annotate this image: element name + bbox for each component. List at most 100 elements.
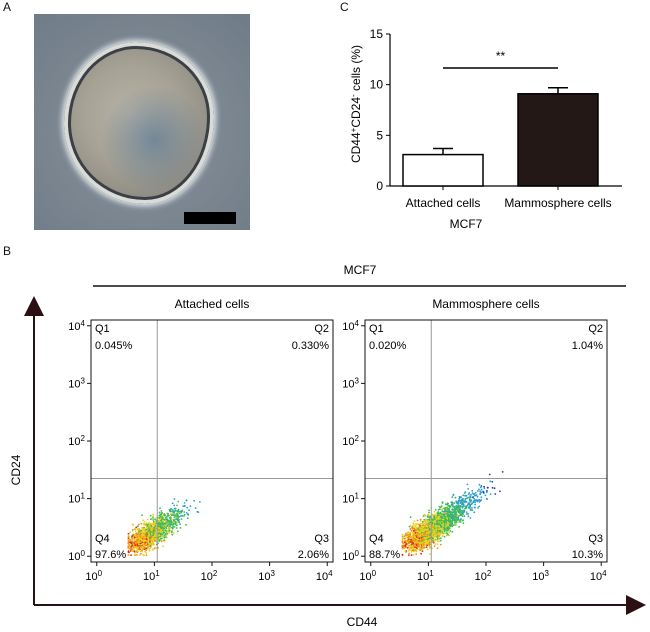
event-dot <box>165 518 168 521</box>
event-dot <box>472 496 474 499</box>
event-dot <box>451 530 454 533</box>
event-dot <box>130 554 133 556</box>
event-dot <box>421 533 423 535</box>
event-dot <box>158 511 161 514</box>
event-dot <box>164 520 167 523</box>
event-dot <box>447 530 449 533</box>
event-dot <box>408 536 411 539</box>
event-dot <box>437 508 440 511</box>
event-dot <box>401 545 404 547</box>
event-dot <box>414 527 417 529</box>
event-dot <box>426 521 428 524</box>
event-dot <box>446 528 449 530</box>
event-dot <box>438 518 440 520</box>
event-dot <box>442 522 444 525</box>
event-dot <box>171 502 174 505</box>
event-dot <box>452 518 455 521</box>
event-dot <box>484 494 487 497</box>
event-dot <box>143 543 146 546</box>
event-dot <box>475 499 477 502</box>
event-dot <box>144 550 147 553</box>
event-dot <box>415 553 418 555</box>
event-dot <box>407 554 410 556</box>
event-dot <box>419 527 422 530</box>
event-dot <box>135 541 138 544</box>
event-dot <box>131 544 134 547</box>
event-dot <box>170 507 172 510</box>
event-dot <box>455 501 458 504</box>
event-dot <box>417 528 420 530</box>
event-dot <box>443 535 446 538</box>
event-dot <box>137 528 140 531</box>
event-dot <box>183 502 186 504</box>
event-dot <box>458 495 461 498</box>
event-dot <box>403 535 406 537</box>
event-dot <box>486 490 488 492</box>
event-dot <box>413 520 416 522</box>
event-dot <box>426 519 428 522</box>
event-dot <box>151 537 154 540</box>
event-dot <box>179 523 181 526</box>
event-dot <box>410 537 413 539</box>
event-dot <box>138 523 140 526</box>
event-dot <box>412 553 415 556</box>
event-dot <box>408 549 411 551</box>
quadrant-q1-label: Q1 <box>95 323 110 335</box>
event-dot <box>480 488 483 491</box>
event-dot <box>146 529 148 532</box>
event-dot <box>139 545 142 547</box>
event-dot <box>479 493 481 496</box>
event-dot <box>414 525 417 527</box>
event-dot <box>467 488 470 490</box>
y-tick-label: 104 <box>342 318 359 333</box>
event-dot <box>161 527 164 529</box>
event-dot <box>487 486 489 489</box>
event-dot <box>146 518 149 521</box>
event-dot <box>428 509 430 512</box>
event-dot <box>414 531 417 534</box>
dot-plot-title: Mammosphere cells <box>432 297 539 311</box>
event-dot <box>491 480 494 483</box>
flow-x-axis-label: CD44 <box>347 615 378 629</box>
event-dot <box>420 552 422 555</box>
event-dot <box>473 511 476 514</box>
event-dot <box>450 513 452 516</box>
event-dot <box>171 533 174 536</box>
event-dot <box>427 516 430 519</box>
event-dot <box>434 543 437 545</box>
event-dot <box>177 530 179 533</box>
event-dot <box>459 521 462 523</box>
x-tick-label: 103 <box>532 569 549 584</box>
event-dot <box>412 526 415 529</box>
event-dot <box>432 532 434 535</box>
event-dot <box>149 545 152 547</box>
event-dot <box>176 504 178 507</box>
event-dot <box>451 508 454 511</box>
event-dot <box>409 528 412 530</box>
event-dot <box>425 534 427 536</box>
event-dot <box>136 539 139 542</box>
event-dot <box>160 539 163 542</box>
event-dot <box>461 503 463 506</box>
event-dot <box>135 526 138 529</box>
event-dot <box>433 517 436 520</box>
event-dot <box>433 533 436 536</box>
event-dot <box>446 521 449 523</box>
event-dot <box>159 528 162 531</box>
event-dot <box>129 545 132 547</box>
event-dot <box>458 497 461 500</box>
event-dot <box>446 514 449 517</box>
event-dot <box>439 514 441 516</box>
event-dot <box>172 523 175 526</box>
event-dot <box>161 521 164 524</box>
event-dot <box>451 513 454 516</box>
event-dot <box>446 517 448 519</box>
event-dot <box>456 509 459 512</box>
event-dot <box>450 514 452 517</box>
event-dot <box>173 518 175 521</box>
event-dot <box>404 545 406 547</box>
event-dot <box>436 525 438 527</box>
event-dot <box>422 544 425 546</box>
event-dot <box>427 532 430 534</box>
event-dot <box>187 513 190 515</box>
